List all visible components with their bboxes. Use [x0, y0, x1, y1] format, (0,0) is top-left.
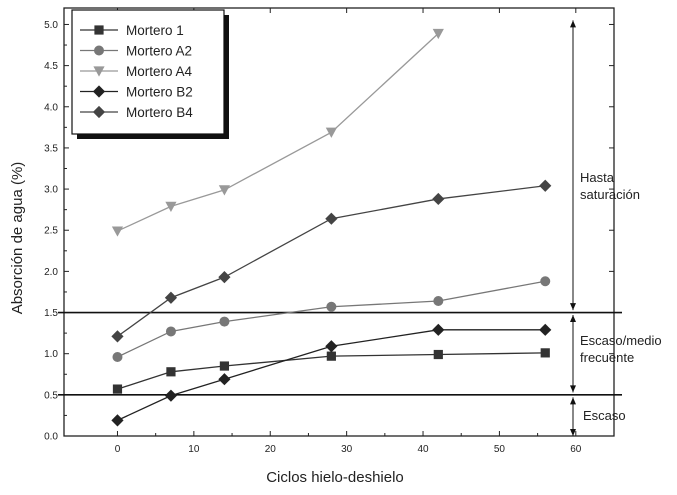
zone-label-0: Hasta saturación: [580, 170, 640, 202]
plot-frame: [63, 7, 615, 437]
data-point-1-4: [433, 296, 444, 307]
y-tick-label-4: 2.0: [44, 267, 58, 278]
zone-label-2: Escaso: [583, 408, 626, 423]
legend-marker-0: [94, 25, 104, 35]
legend-marker-3: [92, 85, 106, 98]
x-tick-label-40: 40: [417, 444, 429, 455]
data-point-3-1: [164, 389, 178, 402]
legend-label-3: Mortero B2: [126, 85, 193, 100]
zone-arrowhead-top-2: [570, 397, 576, 405]
y-axis-title: Absorción de agua (%): [9, 162, 26, 315]
series-1: [112, 276, 551, 362]
data-point-3-4: [432, 323, 445, 336]
zone-arrowhead-top-0: [570, 20, 576, 28]
data-point-1-1: [165, 326, 176, 337]
zone-arrowhead-bottom-2: [570, 429, 576, 436]
x-tick-label-30: 30: [341, 444, 353, 455]
legend-marker-2: [93, 66, 105, 77]
data-point-4-4: [432, 192, 445, 206]
zone-label-line: saturación: [580, 187, 640, 202]
y-tick-label-9: 4.5: [44, 61, 58, 72]
legend: Mortero 1 Mortero A2 Mortero A4 Mortero B2 M…: [71, 9, 229, 139]
series-line-0: [117, 352, 546, 390]
y-tick-label-8: 4.0: [44, 102, 58, 113]
series-0: [112, 348, 550, 394]
data-point-3-0: [111, 414, 124, 427]
zone-label-line: Hasta: [580, 170, 615, 185]
data-point-4-1: [164, 291, 178, 304]
data-point-0-4: [433, 349, 443, 360]
legend-label-1: Mortero A2: [126, 44, 192, 59]
legend-label-4: Mortero B4: [126, 105, 193, 120]
thresholds: [58, 311, 622, 396]
y-tick-label-10: 5.0: [44, 20, 58, 31]
x-tick-label-20: 20: [265, 444, 277, 455]
x-tick-label-10: 10: [188, 444, 200, 455]
data-point-2-0: [111, 226, 124, 237]
zone-arrowhead-top-1: [570, 315, 576, 323]
y-tick-label-7: 3.5: [44, 143, 58, 154]
data-point-2-3: [325, 127, 337, 138]
data-point-2-4: [432, 28, 444, 40]
series-3: [111, 323, 552, 427]
legend-label-0: Mortero 1: [126, 23, 184, 38]
data-point-4-3: [325, 212, 338, 225]
data-point-2-1: [165, 201, 177, 212]
legend-marker-4: [92, 105, 106, 119]
y-tick-label-5: 2.5: [44, 226, 58, 237]
zone-label-line: Escaso: [583, 408, 626, 423]
legend-marker-1: [94, 45, 104, 56]
y-tick-label-0: 0.0: [44, 432, 58, 443]
data-point-1-2: [219, 316, 230, 327]
data-point-1-3: [326, 301, 337, 312]
data-point-3-5: [539, 323, 552, 336]
data-point-4-5: [539, 179, 552, 192]
axes: 0 10 20 30 40 50 60 0.0 0.5 1.0 1.5 2.0 2.5 3.0 3.5 4.0…: [44, 7, 615, 455]
series: [111, 28, 552, 427]
series-2: [111, 28, 444, 237]
data-point-0-5: [540, 348, 550, 358]
data-point-3-2: [218, 373, 231, 386]
y-tick-label-3: 1.5: [44, 308, 58, 319]
zone-label-1: Escaso/medio frecuente: [580, 333, 662, 365]
x-tick-label-60: 60: [570, 444, 582, 455]
series-line-1: [117, 280, 546, 358]
data-point-0-1: [166, 367, 176, 377]
y-tick-label-6: 3.0: [44, 185, 58, 196]
x-tick-label-0: 0: [115, 444, 121, 455]
data-point-2-2: [218, 185, 231, 196]
legend-label-2: Mortero A4: [126, 64, 193, 79]
zone-label-line: Escaso/medio: [580, 333, 662, 348]
data-point-4-2: [218, 271, 231, 284]
data-point-0-0: [112, 384, 123, 394]
x-axis-title: Ciclos hielo-deshielo: [266, 469, 404, 486]
zone-arrowhead-bottom-1: [570, 385, 576, 393]
data-point-3-3: [325, 340, 338, 353]
data-point-1-5: [540, 276, 551, 287]
data-point-0-2: [219, 361, 230, 371]
data-point-4-0: [111, 330, 124, 343]
series-4: [111, 179, 552, 343]
series-line-3: [117, 329, 546, 421]
data-point-1-0: [112, 351, 123, 362]
data-point-0-3: [326, 351, 336, 361]
y-tick-label-2: 1.0: [44, 349, 58, 360]
series-line-4: [117, 185, 546, 337]
zone-label-line: frecuente: [580, 350, 634, 365]
zone-arrowhead-bottom-0: [570, 303, 576, 311]
y-tick-label-1: 0.5: [44, 390, 58, 401]
x-tick-label-50: 50: [494, 444, 506, 455]
